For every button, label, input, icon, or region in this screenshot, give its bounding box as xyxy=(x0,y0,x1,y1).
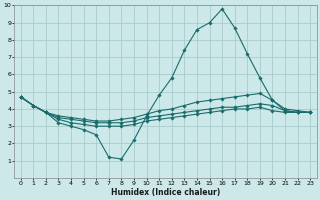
X-axis label: Humidex (Indice chaleur): Humidex (Indice chaleur) xyxy=(111,188,220,197)
